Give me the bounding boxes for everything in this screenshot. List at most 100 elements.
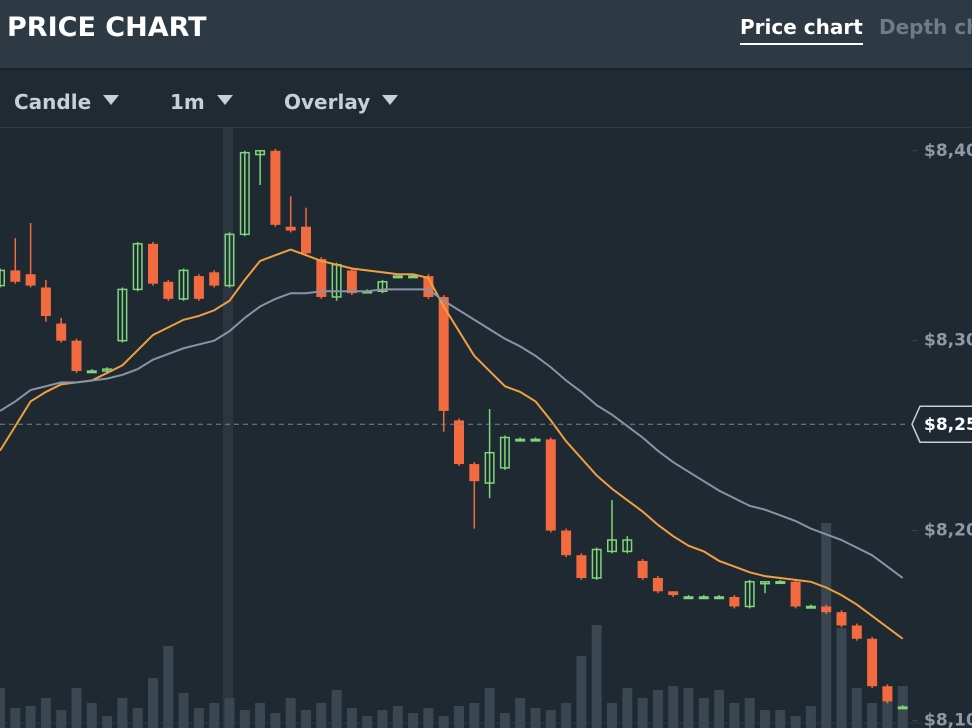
dropdown[interactable]: Overlay [284,90,398,114]
volume-bar [71,688,82,728]
candle-body [209,272,220,286]
candle-body [836,612,847,626]
volume-bar [790,716,801,728]
volume-bar [499,713,510,728]
volume-bar [515,698,526,728]
volume-bar [209,703,220,728]
candle-body [607,539,617,553]
volume-bar [805,706,816,728]
toolbar: Candle 1m Overlay [0,70,972,128]
candle-body [392,275,403,279]
candle-body [117,288,128,342]
volume-bar [561,703,572,728]
candle-body [744,581,755,608]
volume-bar [346,708,357,728]
volume-bar [25,706,36,728]
candle-body [178,269,189,300]
volume-bar [821,523,832,728]
hover-column [223,128,233,728]
volume-bar [683,688,694,728]
candle-body [591,548,602,579]
candle-body [163,281,174,299]
candle-body [255,150,266,156]
candle-body [805,605,816,609]
volume-bar [729,703,740,728]
volume-bar [760,710,770,728]
volume-bar [882,698,893,728]
candle-body [698,596,709,600]
volume-bar [362,716,373,728]
candle-body [790,581,801,607]
dropdown[interactable]: Candle [14,90,119,114]
candle-body [499,436,510,469]
y-tick-label: $8,200 [924,521,972,541]
candle-body [484,451,495,484]
volume-bar [301,710,311,728]
candle-body [821,606,832,613]
volume-bar [408,713,419,728]
volume-bar [576,656,587,728]
volume-bar [132,708,143,728]
volume-bar [622,688,633,728]
candle-body [637,560,648,578]
volume-bar [591,625,602,728]
current-price-label: $8,256 [924,415,972,435]
volume-bar [744,698,755,728]
volume-bar [193,708,204,728]
candle-body [193,276,204,299]
candle-body [0,269,5,287]
candle-body [561,530,572,556]
volume-bar [331,690,342,728]
candle-body [132,243,143,291]
candle-body [224,233,235,287]
volume-bar [545,710,556,728]
volume-bar [851,688,862,728]
volume-bar [316,703,327,728]
candle-body [423,276,434,297]
volume-bar [392,706,403,728]
volume-bar [102,716,113,728]
candle-body [775,581,786,585]
candle-body [71,340,82,372]
volume-bar [423,708,434,728]
volume-bar [86,703,97,728]
moving-average [0,248,904,640]
volume-bar [438,716,449,728]
candle-body [86,370,97,374]
tab[interactable]: Depth chart [879,15,972,39]
tab[interactable]: Price chart [740,15,863,45]
volume-bar [897,686,908,728]
volume-bar [255,703,266,728]
candle-body [25,274,36,286]
volume-bar [469,703,480,728]
current-price-tag [911,405,972,443]
candle-body [316,259,327,297]
candle-body [652,578,663,592]
candle-body [454,420,464,465]
volume-bar [148,678,158,728]
volume-bar [117,698,128,728]
candle-body [714,596,725,600]
volume-bar [867,703,878,728]
candle-body [40,287,51,316]
candle-body [10,270,21,282]
candle-body [760,581,770,585]
volume-bar [637,698,648,728]
candle-body [377,281,388,293]
volume-bar [163,646,174,728]
volume-bar [10,708,21,728]
volume-bar [224,698,235,728]
volume-bar [285,698,296,728]
dropdown[interactable]: 1m [170,90,233,114]
volume-bar [178,693,189,728]
volume-bar [270,713,281,728]
candle-body [851,625,862,639]
volume-bar [0,688,5,728]
candle-body [683,596,694,600]
volume-bar [607,703,617,728]
candle-body [576,555,587,578]
candle-body [622,539,633,553]
volume-bar [484,688,495,728]
candle-body [408,275,419,279]
